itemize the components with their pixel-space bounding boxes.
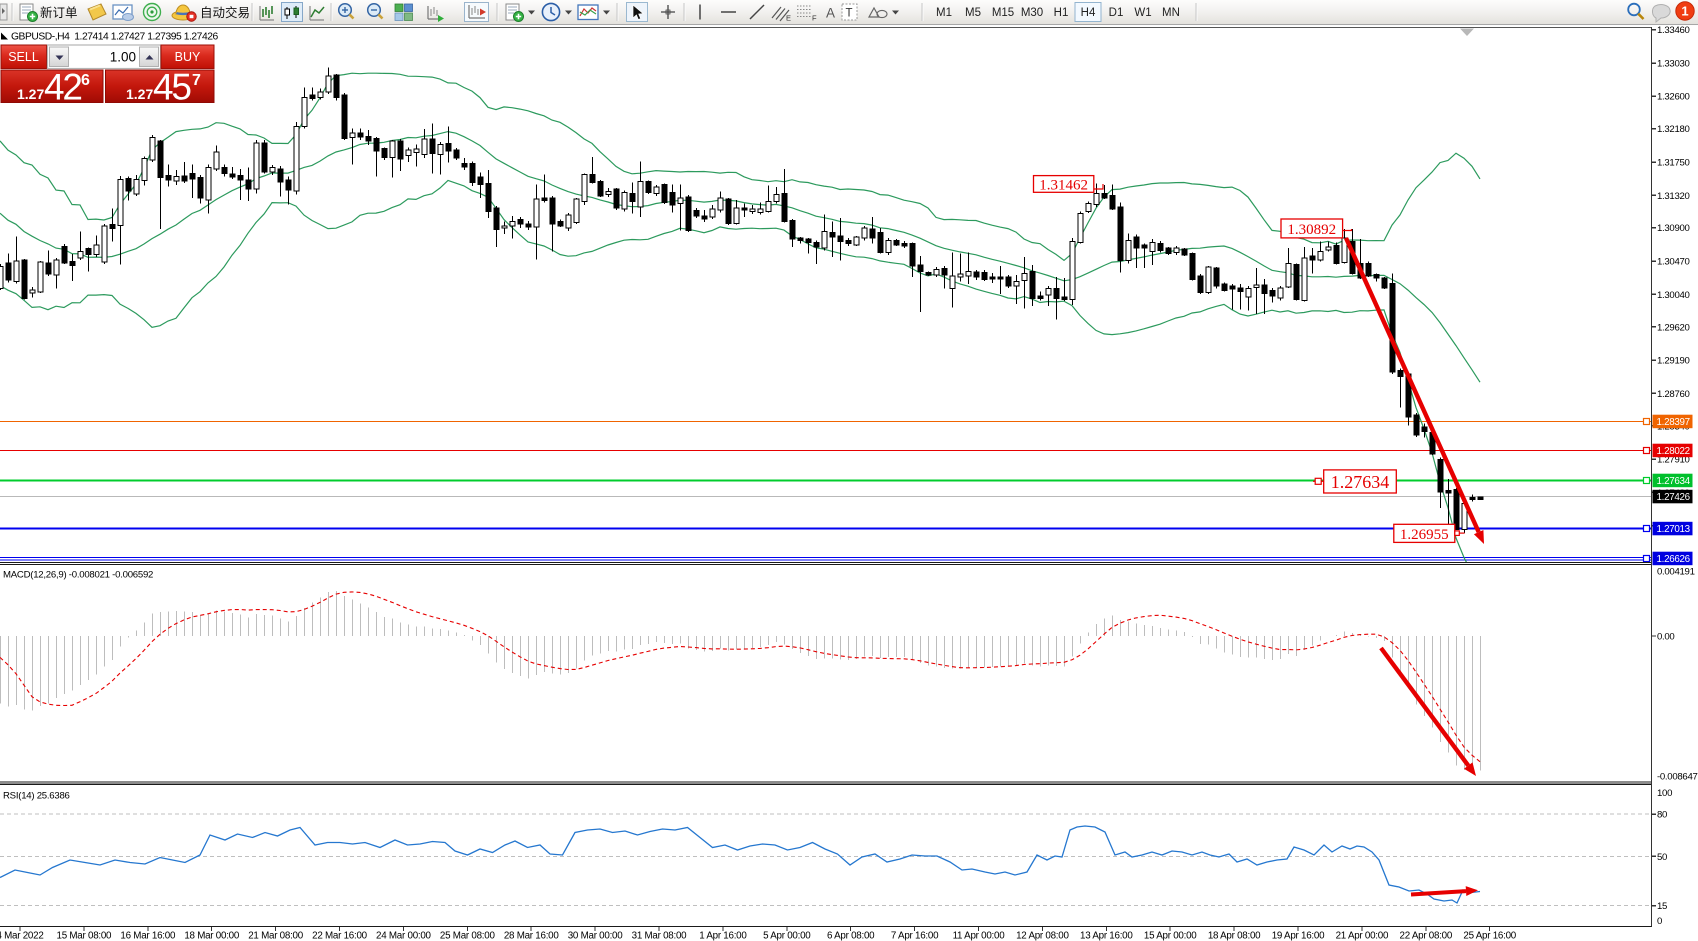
svg-text:A: A xyxy=(826,6,835,21)
svg-text:自动交易: 自动交易 xyxy=(200,5,250,20)
svg-text:1.29190: 1.29190 xyxy=(1657,356,1690,367)
svg-text:1.27: 1.27 xyxy=(126,86,153,102)
svg-text:1.32180: 1.32180 xyxy=(1657,124,1690,135)
svg-text:T: T xyxy=(846,8,853,20)
svg-text:MN: MN xyxy=(1162,7,1180,19)
svg-text:M15: M15 xyxy=(992,7,1014,19)
svg-text:D1: D1 xyxy=(1109,7,1124,19)
svg-text:1.30470: 1.30470 xyxy=(1657,257,1690,268)
svg-text:1.28022: 1.28022 xyxy=(1657,446,1690,457)
svg-text:1.00: 1.00 xyxy=(110,50,136,65)
svg-text:19 Apr 16:00: 19 Apr 16:00 xyxy=(1272,931,1325,941)
svg-text:1.30892: 1.30892 xyxy=(1287,222,1336,238)
svg-text:W1: W1 xyxy=(1134,7,1151,19)
svg-text:1.27634: 1.27634 xyxy=(1331,472,1390,492)
svg-text:SELL: SELL xyxy=(8,50,39,64)
svg-text:1.33460: 1.33460 xyxy=(1657,25,1690,36)
svg-text:1.28760: 1.28760 xyxy=(1657,389,1690,400)
svg-text:1.26955: 1.26955 xyxy=(1400,527,1449,543)
svg-text:30 Mar 00:00: 30 Mar 00:00 xyxy=(568,931,624,941)
svg-text:1.31320: 1.31320 xyxy=(1657,191,1690,202)
svg-text:1.32600: 1.32600 xyxy=(1657,92,1690,103)
svg-text:0.004191: 0.004191 xyxy=(1657,566,1695,577)
svg-text:-0.008647: -0.008647 xyxy=(1657,771,1698,782)
svg-text:1 Apr 16:00: 1 Apr 16:00 xyxy=(699,931,747,941)
svg-text:21 Apr 00:00: 21 Apr 00:00 xyxy=(1336,931,1389,941)
svg-text:25 Mar 08:00: 25 Mar 08:00 xyxy=(440,931,496,941)
svg-text:28 Mar 16:00: 28 Mar 16:00 xyxy=(504,931,560,941)
svg-text:1.30040: 1.30040 xyxy=(1657,290,1690,301)
svg-text:31 Mar 08:00: 31 Mar 08:00 xyxy=(632,931,688,941)
svg-text:13 Apr 16:00: 13 Apr 16:00 xyxy=(1080,931,1133,941)
svg-text:22 Apr 08:00: 22 Apr 08:00 xyxy=(1400,931,1453,941)
svg-text:18 Mar 00:00: 18 Mar 00:00 xyxy=(184,931,240,941)
svg-text:5 Apr 00:00: 5 Apr 00:00 xyxy=(763,931,811,941)
svg-text:1.31462: 1.31462 xyxy=(1039,177,1088,193)
svg-text:1: 1 xyxy=(1681,4,1688,19)
svg-text:4 Mar 2022: 4 Mar 2022 xyxy=(0,931,44,941)
svg-text:H1: H1 xyxy=(1054,7,1069,19)
svg-text:1.28397: 1.28397 xyxy=(1657,417,1690,428)
svg-text:16 Mar 16:00: 16 Mar 16:00 xyxy=(120,931,176,941)
svg-text:15: 15 xyxy=(1657,901,1667,912)
svg-text:45: 45 xyxy=(153,67,191,108)
svg-text:1.27: 1.27 xyxy=(17,86,44,102)
svg-text:25 Apr 16:00: 25 Apr 16:00 xyxy=(1463,931,1516,941)
svg-text:M30: M30 xyxy=(1021,7,1043,19)
svg-text:1.29620: 1.29620 xyxy=(1657,322,1690,333)
svg-text:18 Apr 08:00: 18 Apr 08:00 xyxy=(1208,931,1261,941)
svg-text:E: E xyxy=(786,14,791,23)
svg-text:0: 0 xyxy=(1657,916,1662,927)
svg-text:12 Apr 08:00: 12 Apr 08:00 xyxy=(1016,931,1069,941)
svg-text:24 Mar 00:00: 24 Mar 00:00 xyxy=(376,931,432,941)
svg-text:7 Apr 16:00: 7 Apr 16:00 xyxy=(891,931,939,941)
svg-text:15 Mar 08:00: 15 Mar 08:00 xyxy=(57,931,113,941)
svg-text:1.27910: 1.27910 xyxy=(1657,455,1690,466)
svg-text:42: 42 xyxy=(44,67,81,108)
svg-text:7: 7 xyxy=(192,72,201,89)
svg-text:RSI(14) 25.6386: RSI(14) 25.6386 xyxy=(3,791,70,802)
svg-text:MACD(12,26,9) -0.008021 -0.006: MACD(12,26,9) -0.008021 -0.006592 xyxy=(3,570,153,581)
svg-text:1.27013: 1.27013 xyxy=(1657,524,1691,535)
svg-text:H4: H4 xyxy=(1081,7,1096,19)
svg-text:0.00: 0.00 xyxy=(1657,631,1674,642)
svg-text:100: 100 xyxy=(1657,788,1672,799)
svg-text:11 Apr 00:00: 11 Apr 00:00 xyxy=(953,931,1006,941)
svg-text:M1: M1 xyxy=(936,7,952,19)
svg-text:F: F xyxy=(812,14,817,23)
svg-text:1.31750: 1.31750 xyxy=(1657,158,1690,169)
svg-text:1.26626: 1.26626 xyxy=(1657,554,1691,565)
svg-text:22 Mar 16:00: 22 Mar 16:00 xyxy=(312,931,368,941)
svg-text:1.27634: 1.27634 xyxy=(1657,476,1691,487)
svg-text:15 Apr 00:00: 15 Apr 00:00 xyxy=(1144,931,1197,941)
svg-text:1.30900: 1.30900 xyxy=(1657,223,1690,234)
svg-text:BUY: BUY xyxy=(175,50,201,64)
svg-text:80: 80 xyxy=(1657,810,1667,821)
svg-text:1.33030: 1.33030 xyxy=(1657,59,1690,70)
svg-text:M5: M5 xyxy=(965,7,981,19)
svg-text:21 Mar 08:00: 21 Mar 08:00 xyxy=(248,931,304,941)
svg-text:新订单: 新订单 xyxy=(40,5,78,20)
svg-text:6: 6 xyxy=(81,72,90,89)
svg-text:1.27426: 1.27426 xyxy=(1657,492,1691,503)
svg-text:GBPUSD-,H4 1.27414 1.27427 1.: GBPUSD-,H4 1.27414 1.27427 1.27395 1.274… xyxy=(11,32,218,43)
svg-text:50: 50 xyxy=(1657,852,1667,863)
svg-text:6 Apr 08:00: 6 Apr 08:00 xyxy=(827,931,875,941)
